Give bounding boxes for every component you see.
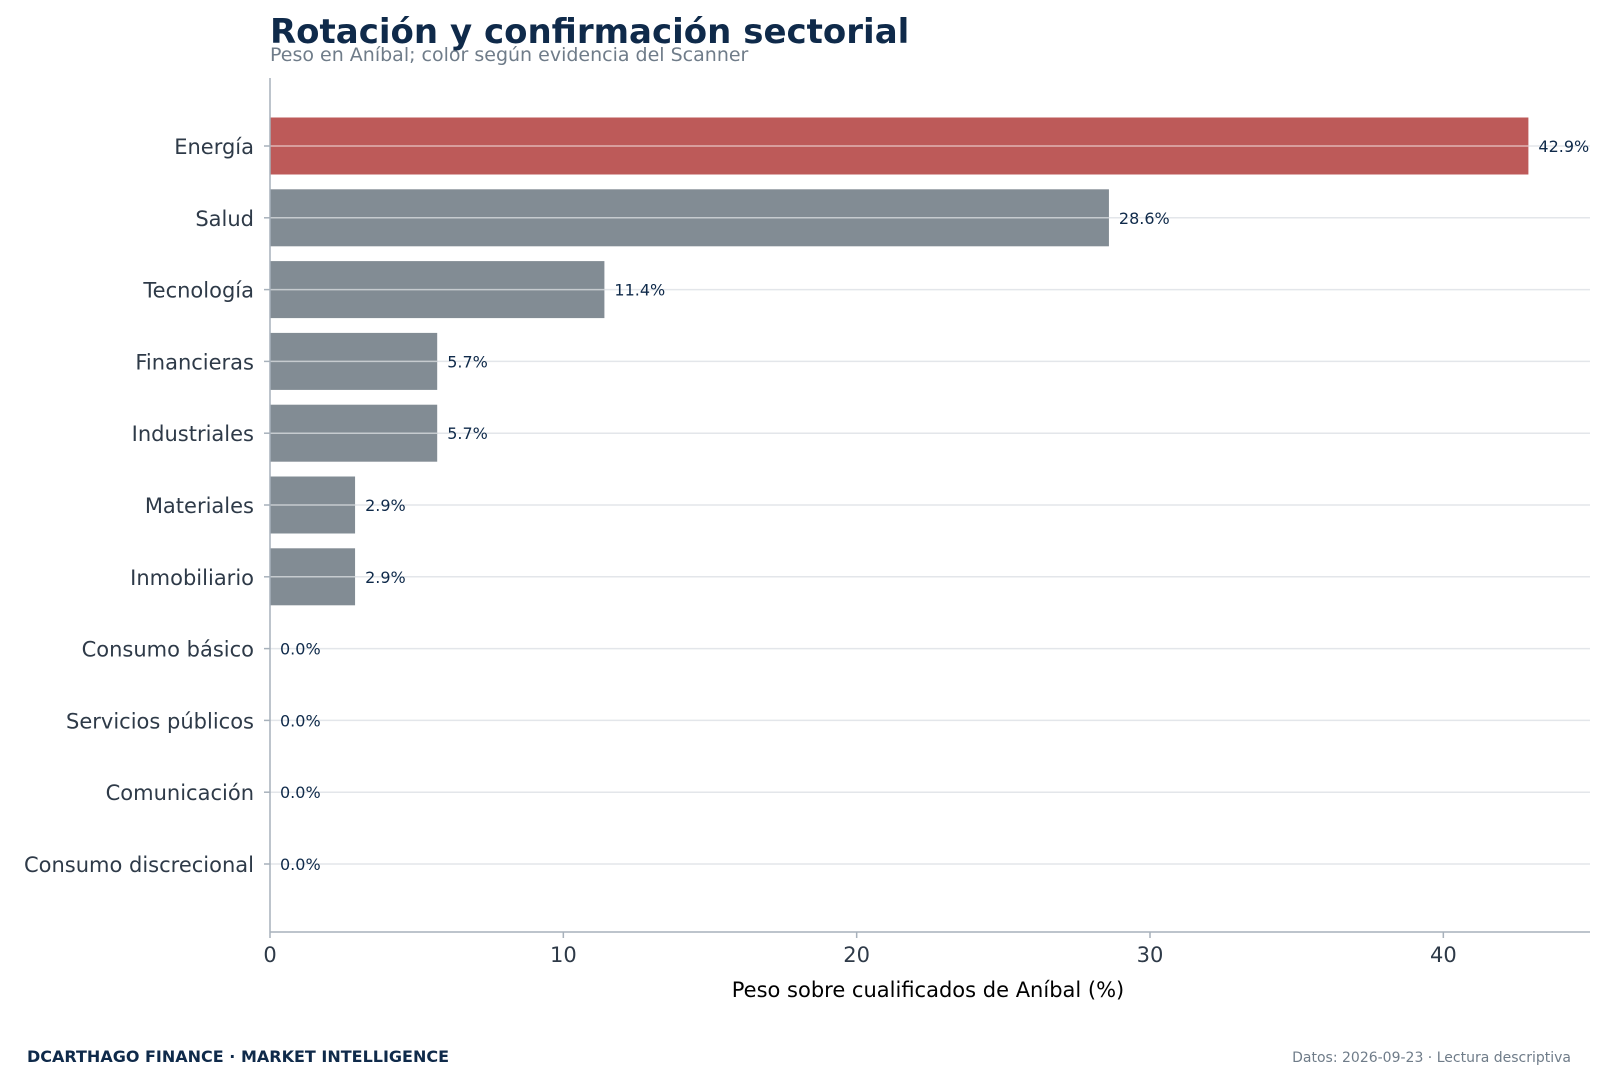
x-tick-label-20: 20 (843, 943, 870, 967)
axes: 0 10 20 30 40 (263, 78, 1590, 967)
category-label-consumo-discrecional: Consumo discrecional (24, 853, 254, 877)
value-labels: 42.9% 28.6% 11.4% 5.7% 5.7% 2.9% 2.9% 0.0% 0.0% 0… (280, 137, 1589, 874)
value-label-industriales: 5.7% (447, 424, 488, 443)
x-axis-label: Peso sobre cualificados de Aníbal (%) (732, 978, 1125, 1002)
value-label-tecnologia: 11.4% (614, 281, 665, 300)
category-label-inmobiliario: Inmobiliario (130, 566, 254, 590)
value-label-energia: 42.9% (1538, 137, 1589, 156)
value-label-consumo-basico: 0.0% (280, 640, 321, 659)
footer-brand: DCARTHAGO FINANCE · MARKET INTELLIGENCE (27, 1047, 449, 1066)
category-label-salud: Salud (195, 207, 254, 231)
category-label-tecnologia: Tecnología (142, 279, 254, 303)
x-tick-label-30: 30 (1137, 943, 1164, 967)
chart-title: Rotación y confirmación sectorial (270, 12, 909, 52)
category-label-industriales: Industriales (132, 422, 254, 446)
value-label-materiales: 2.9% (365, 496, 406, 515)
value-label-inmobiliario: 2.9% (365, 568, 406, 587)
category-label-financieras: Financieras (135, 350, 254, 374)
value-label-comunicacion: 0.0% (280, 783, 321, 802)
category-labels: Energía Salud Tecnología Financieras Industr… (24, 135, 254, 877)
bar-center-lines (270, 145, 1529, 578)
category-label-energia: Energía (174, 135, 254, 159)
grid-lines (270, 145, 1590, 865)
value-label-consumo-discrecional: 0.0% (280, 855, 321, 874)
value-label-salud: 28.6% (1119, 209, 1170, 228)
category-label-consumo-basico: Consumo básico (82, 638, 254, 662)
category-label-comunicacion: Comunicación (106, 781, 254, 805)
chart-subtitle: Peso en Aníbal; color según evidencia de… (270, 44, 749, 66)
value-label-servicios-publicos: 0.0% (280, 711, 321, 730)
x-tick-label-0: 0 (263, 943, 276, 967)
footer-note: Datos: 2026-09-23 · Lectura descriptiva (1292, 1050, 1571, 1066)
x-tick-label-10: 10 (550, 943, 577, 967)
value-label-financieras: 5.7% (447, 352, 488, 371)
x-tick-label-40: 40 (1430, 943, 1457, 967)
category-label-servicios-publicos: Servicios públicos (66, 709, 254, 733)
category-label-materiales: Materiales (145, 494, 254, 518)
